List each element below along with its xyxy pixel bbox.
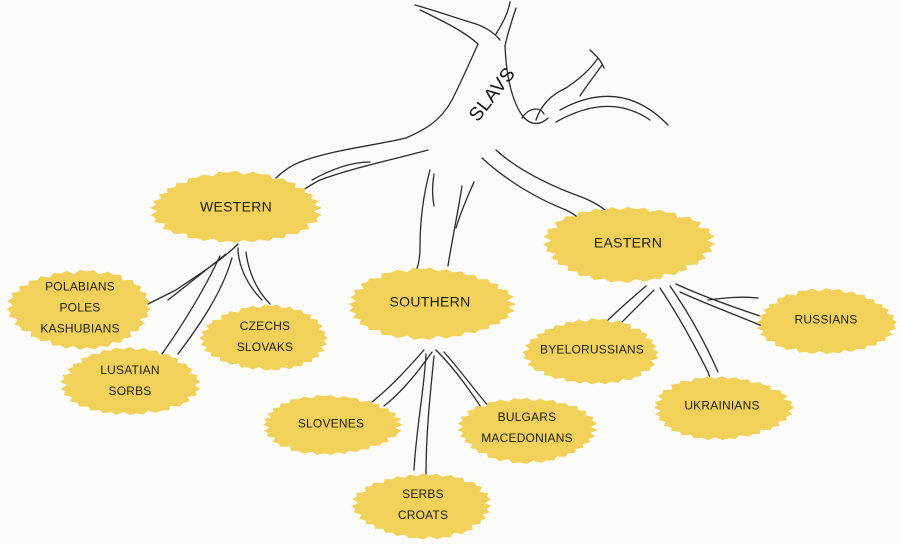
node-serbs-croats: SERBS CROATS	[398, 484, 448, 526]
group-label-western: WESTERN	[199, 198, 273, 215]
node-line-ukrainians: UKRAINIANS	[684, 398, 760, 413]
node-czechs-slovaks: CZECHS SLOVAKS	[237, 316, 294, 358]
branch-southern-slovenes-b	[383, 351, 433, 407]
node-line-bulgars: BULGARS	[497, 410, 557, 424]
branch-top-right	[535, 57, 599, 121]
branch-western-polabians	[147, 243, 239, 305]
node-line-macedonians: MACEDONIANS	[481, 431, 573, 445]
branch-top-right-tip	[589, 49, 605, 69]
node-line-serbs: SERBS	[402, 487, 444, 501]
node-line-slovaks: SLOVAKS	[236, 340, 294, 354]
branch-southern-bulgars	[435, 349, 485, 413]
blob-russians	[756, 288, 897, 355]
node-line-czechs: CZECHS	[239, 319, 291, 333]
node-line-polabians: POLABIANS	[45, 279, 115, 294]
branch-southern-serbs	[413, 353, 427, 471]
node-line-slovenes: SLOVENES	[297, 416, 365, 431]
node-line-poles: POLES	[59, 300, 101, 315]
node-line-kashubians: KASHUBIANS	[40, 321, 120, 336]
branch-far-right-b	[555, 105, 651, 123]
blob-bulgars-macedonians	[457, 397, 598, 464]
trunk-right	[504, 45, 549, 124]
branch-western-czechs-b	[245, 251, 271, 305]
node-bulgars-macedonians: BULGARS MACEDONIANS	[481, 407, 573, 449]
node-line-sorbs: SORBS	[108, 384, 152, 398]
branch-southern-serbs-b	[425, 355, 435, 475]
trunk-knot	[521, 108, 545, 119]
node-line-lusatian: LUSATIAN	[100, 363, 160, 377]
blob-byelorussians	[522, 318, 659, 385]
branch-top-right-b	[579, 64, 603, 97]
trunk-left	[405, 43, 479, 139]
branch-western-czechs	[237, 247, 263, 301]
branch-to-western-c	[311, 161, 371, 181]
branch-eastern-russians	[675, 283, 761, 317]
node-polabians-poles-kashubians: POLABIANS POLES KASHUBIANS	[40, 277, 119, 340]
branch-top-center-b	[504, 7, 517, 47]
branch-eastern-ukrainians-b	[669, 285, 719, 373]
branch-to-western	[275, 137, 407, 179]
blob-eastern	[543, 207, 716, 283]
branch-western-lusatian	[161, 255, 221, 355]
branch-to-eastern	[495, 149, 613, 217]
branch-top-left-b	[419, 9, 479, 45]
branch-southern-bulgars-b	[443, 351, 491, 409]
blob-ukrainians	[654, 376, 795, 441]
node-russians: RUSSIANS	[795, 310, 858, 331]
branch-western-polabians-b	[167, 253, 227, 301]
blob-serbs-croats	[351, 473, 492, 540]
group-label-eastern: EASTERN	[593, 234, 663, 251]
branch-top-left	[414, 4, 501, 41]
branch-far-right	[559, 95, 669, 126]
branch-to-southern-l	[413, 169, 431, 277]
branch-to-southern-m	[447, 185, 463, 267]
blob-southern	[348, 267, 517, 340]
branch-southern-stub	[431, 173, 435, 207]
branch-top-center	[495, 1, 511, 35]
node-lusatian-sorbs: LUSATIAN SORBS	[100, 360, 159, 402]
blob-lusatian-sorbs	[60, 347, 201, 415]
blob-czechs-slovaks	[199, 304, 328, 371]
branch-southern-slovenes	[371, 349, 425, 403]
branch-to-southern-r	[455, 181, 475, 229]
branch-eastern-russians-c	[707, 296, 759, 301]
node-line-russians: RUSSIANS	[794, 312, 858, 327]
node-ukrainians: UKRAINIANS	[684, 396, 759, 417]
node-line-byelorussians: BYELORUSSIANS	[540, 342, 644, 357]
node-slovenes: SLOVENES	[298, 414, 364, 435]
node-line-croats: CROATS	[397, 508, 449, 522]
blob-slovenes	[263, 395, 404, 455]
node-byelorussians: BYELORUSSIANS	[540, 340, 644, 361]
group-label-southern: SOUTHERN	[389, 293, 471, 310]
blob-polabians-poles-kashubians	[6, 269, 151, 350]
blob-layer	[6, 170, 897, 540]
tree-branches	[147, 1, 763, 475]
branch-western-lusatian-b	[177, 257, 233, 355]
branch-eastern-russians-b	[679, 291, 763, 327]
branch-to-western-b	[299, 149, 429, 193]
blob-western	[150, 170, 322, 243]
